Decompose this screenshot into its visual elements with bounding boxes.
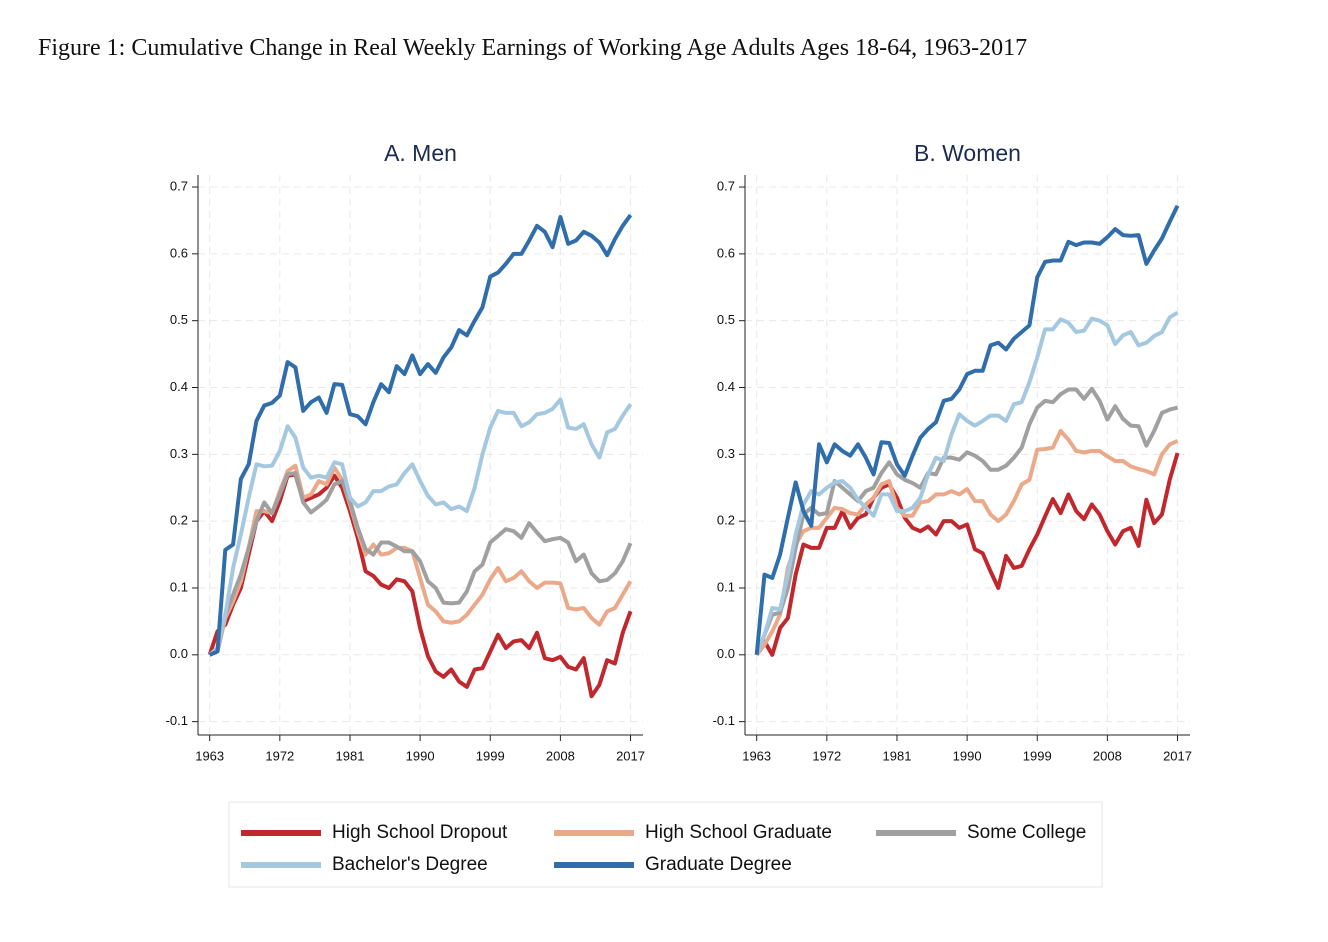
legend-label: Bachelor's Degree xyxy=(332,854,488,875)
series-line: Graduate Degree xyxy=(754,204,1180,656)
legend-label: High School Dropout xyxy=(332,822,508,843)
figure-title: Figure 1: Cumulative Change in Real Week… xyxy=(38,35,1028,61)
y-tick-label: 0.0 xyxy=(170,646,188,661)
x-tick-label: 1999 xyxy=(476,748,505,763)
series-line: Bachelor's Degree xyxy=(208,397,633,657)
x-tick-label: 1963 xyxy=(742,748,771,763)
x-tick-label: 2008 xyxy=(546,748,575,763)
panel-title: A. Men xyxy=(384,140,457,166)
y-tick-label: -0.1 xyxy=(713,713,735,728)
series-line: Some College xyxy=(208,471,633,657)
y-tick-label: 0.2 xyxy=(170,513,188,528)
panel-title: B. Women xyxy=(914,140,1021,166)
y-tick-label: 0.7 xyxy=(170,178,188,193)
y-tick-label: 0.5 xyxy=(717,312,735,327)
x-tick-label: 2017 xyxy=(1163,748,1192,763)
series-line: High School Dropout xyxy=(754,452,1180,657)
y-tick-label: 0.6 xyxy=(717,245,735,260)
y-tick-label: 0.1 xyxy=(717,579,735,594)
series-line: Bachelor's Degree xyxy=(754,310,1179,656)
y-tick-label: 0.5 xyxy=(170,312,188,327)
y-tick-label: 0.4 xyxy=(717,379,735,394)
y-tick-label: 0.4 xyxy=(170,379,188,394)
y-tick-label: 0.1 xyxy=(170,579,188,594)
y-tick-label: 0.3 xyxy=(717,446,735,461)
y-tick-label: 0.0 xyxy=(717,646,735,661)
series-line: Graduate Degree xyxy=(208,213,633,657)
x-tick-label: 2008 xyxy=(1093,748,1122,763)
x-tick-label: 1972 xyxy=(265,748,294,763)
legend-label: Graduate Degree xyxy=(645,854,792,875)
x-tick-label: 1981 xyxy=(883,748,912,763)
y-tick-label: 0.6 xyxy=(170,245,188,260)
y-tick-label: 0.2 xyxy=(717,513,735,528)
series-line: High School Dropout xyxy=(207,472,633,699)
legend-label: High School Graduate xyxy=(645,822,832,843)
x-tick-label: 1963 xyxy=(195,748,224,763)
legend-label: Some College xyxy=(967,822,1086,843)
x-tick-label: 1990 xyxy=(953,748,982,763)
x-tick-label: 1990 xyxy=(406,748,435,763)
legend-box xyxy=(228,801,1103,888)
y-tick-label: -0.1 xyxy=(166,713,188,728)
series-line: High School Graduate xyxy=(755,428,1179,657)
x-tick-label: 1999 xyxy=(1023,748,1052,763)
x-tick-label: 1981 xyxy=(336,748,365,763)
y-tick-label: 0.7 xyxy=(717,178,735,193)
x-tick-label: 2017 xyxy=(616,748,645,763)
series-line: Some College xyxy=(754,386,1179,656)
y-tick-label: 0.3 xyxy=(170,446,188,461)
x-tick-label: 1972 xyxy=(812,748,841,763)
